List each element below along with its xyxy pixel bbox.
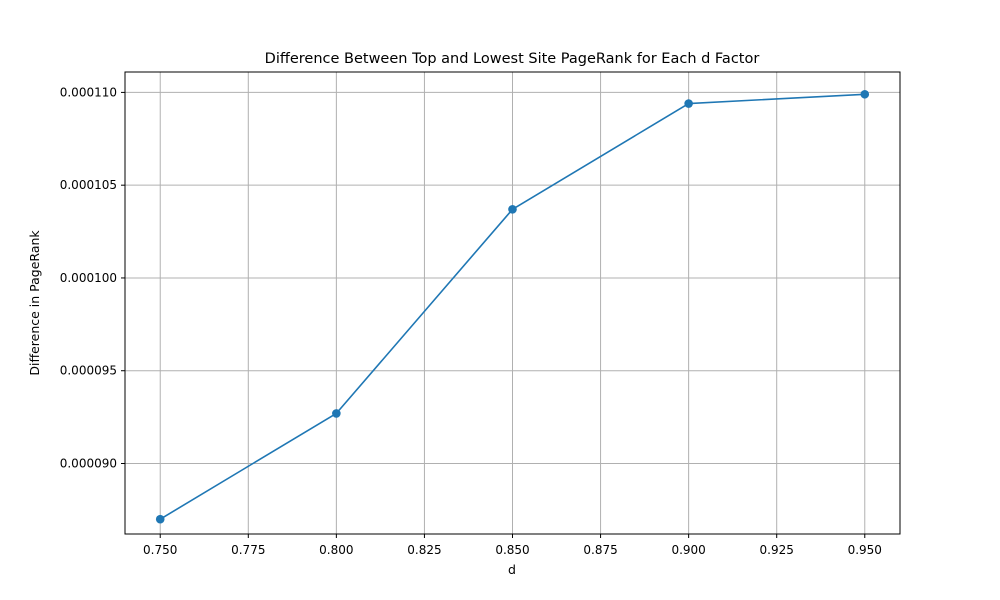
x-tick-label: 0.800 [319,543,353,557]
data-point [155,514,165,524]
y-tick-label: 0.000090 [60,456,117,470]
x-tick-label: 0.850 [495,543,529,557]
chart-title: Difference Between Top and Lowest Site P… [265,51,760,67]
x-axis-label: d [508,562,516,577]
y-tick-label: 0.000095 [60,364,117,378]
x-tick-label: 0.950 [848,543,882,557]
y-tick-label: 0.000100 [60,271,117,285]
data-point [860,89,870,99]
grid [125,72,900,534]
plot-frame [124,71,901,535]
data-point [684,99,693,108]
data-point [508,205,517,214]
y-tick-label: 0.000105 [60,178,117,192]
data-point [332,409,341,418]
x-tick-label: 0.775 [231,543,265,557]
ticks: 0.750 0.775 0.800 0.825 0.850 0.875 0.900 0.925… [60,85,882,557]
y-axis-label: Difference in PageRank [27,230,42,376]
x-tick-label: 0.875 [583,543,617,557]
x-tick-label: 0.825 [407,543,441,557]
x-tick-label: 0.750 [143,543,177,557]
x-tick-label: 0.925 [760,543,794,557]
x-tick-label: 0.900 [671,543,705,557]
series-layer [155,89,870,524]
y-tick-label: 0.000110 [60,85,117,99]
